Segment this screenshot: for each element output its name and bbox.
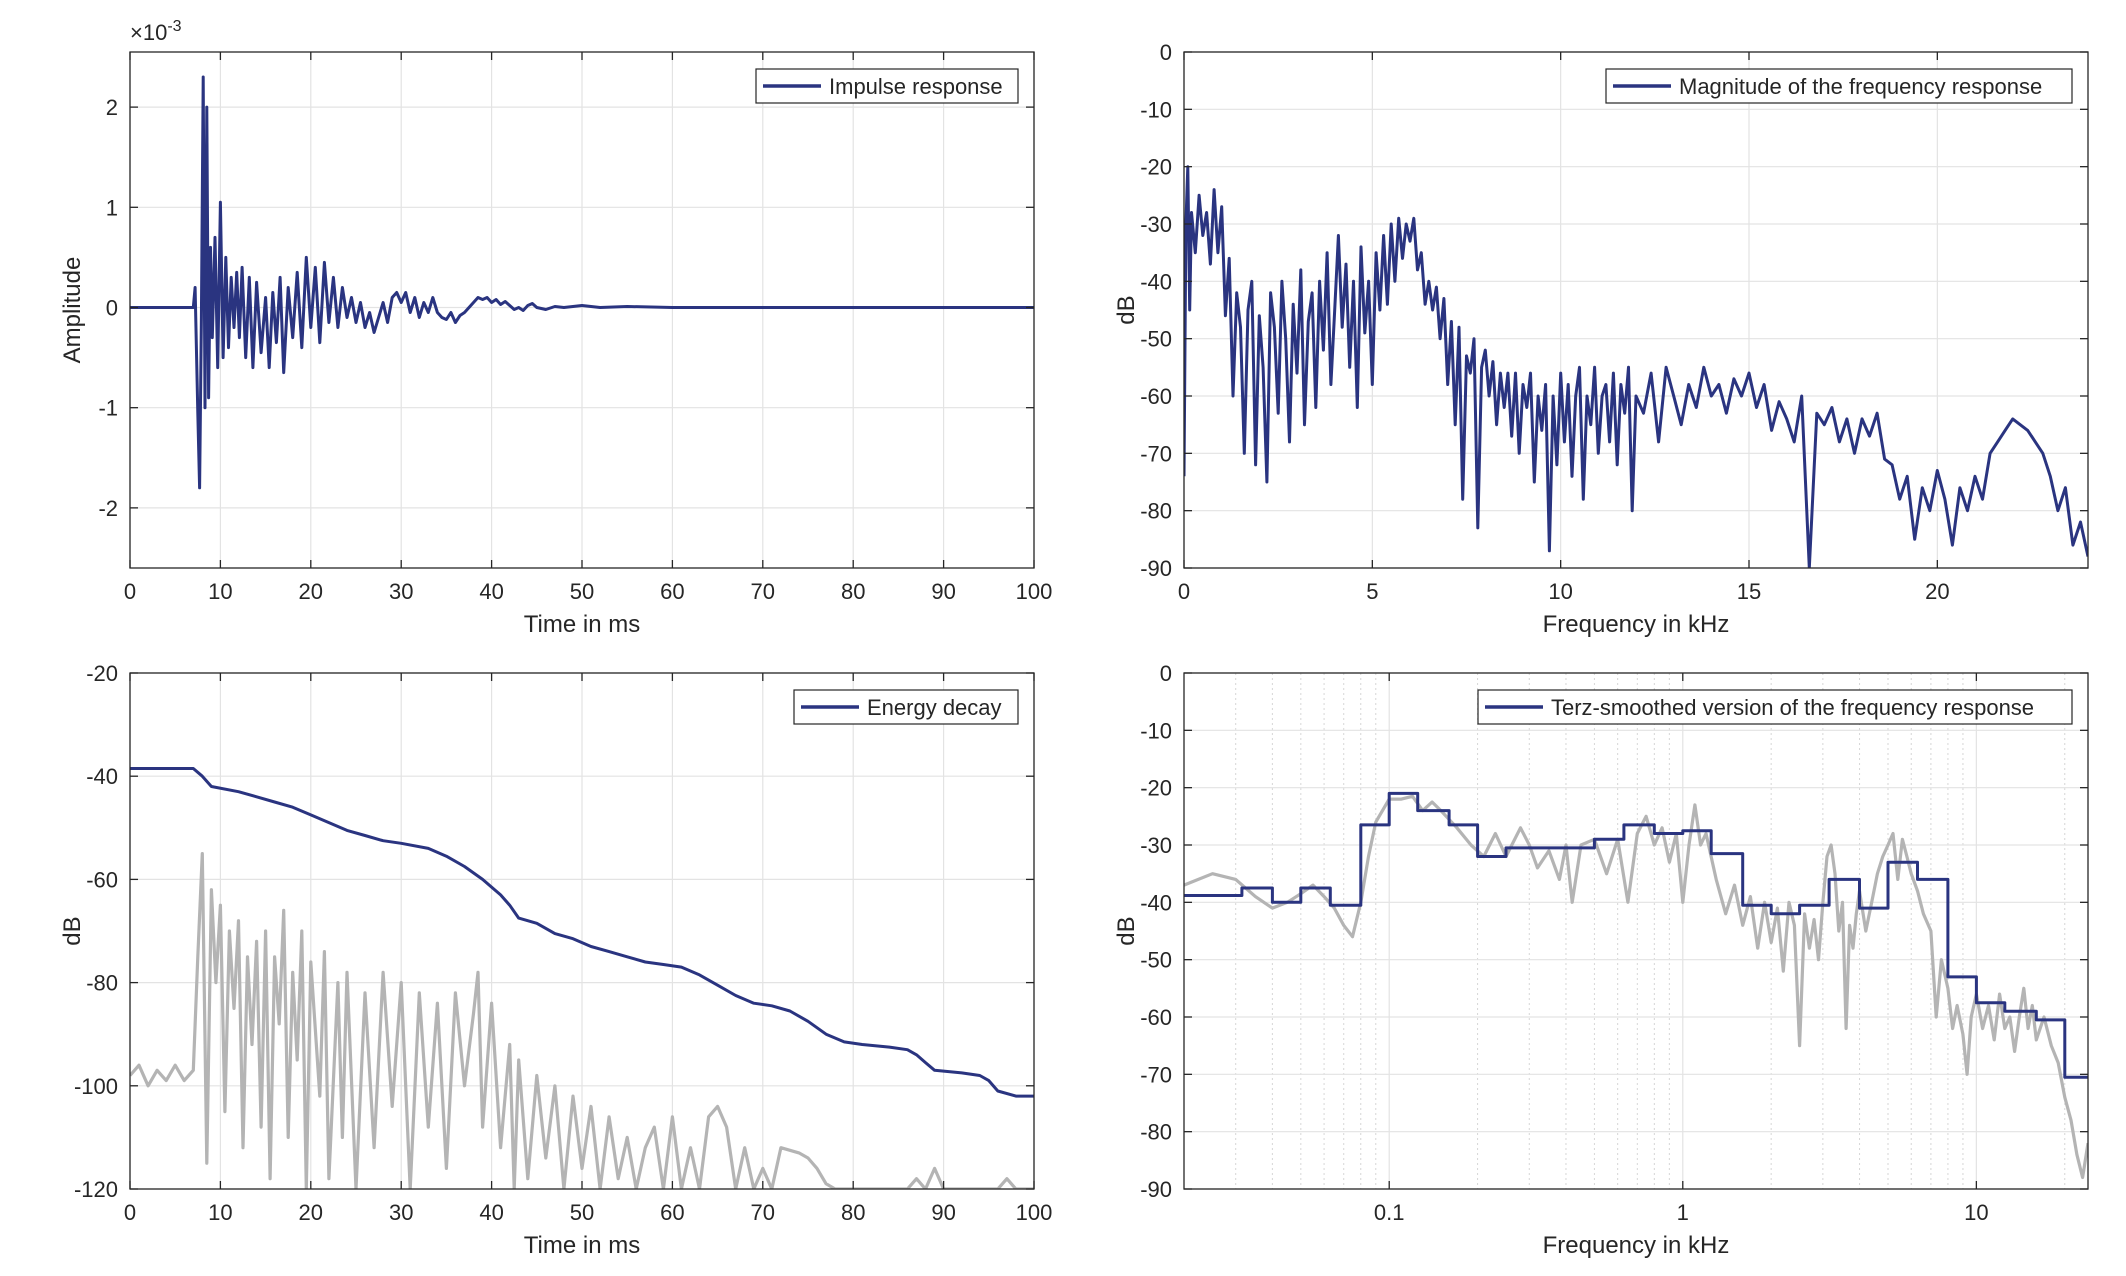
background-series-line-4 bbox=[1184, 794, 2088, 1180]
y-tick-label: 0 bbox=[1160, 40, 1172, 65]
x-tick-label: 40 bbox=[479, 579, 503, 604]
x-tick-label: 20 bbox=[299, 1200, 323, 1225]
x-tick-label: 10 bbox=[1548, 579, 1572, 604]
x-tick-label: 10 bbox=[208, 1200, 232, 1225]
chart-panel-3: 0 10 20 30 40 50 60 70 80 90 100 -20 -40 -60 -80 -100 -1… bbox=[59, 661, 1052, 1259]
x-tick-label: 10 bbox=[208, 579, 232, 604]
x-axis-label: Frequency in kHz bbox=[1543, 611, 1730, 638]
y-tick-label: 1 bbox=[106, 195, 118, 220]
y-tick-label: -2 bbox=[98, 496, 118, 521]
y-tick-label: -70 bbox=[1140, 1062, 1172, 1087]
x-tick-label: 20 bbox=[299, 579, 323, 604]
legend: Impulse response bbox=[755, 68, 1019, 104]
x-tick-label: 0 bbox=[1178, 579, 1190, 604]
legend-label: Impulse response bbox=[829, 74, 1003, 99]
chart-panel-1: 0 10 20 30 40 50 60 70 80 90 100 -2 -1 0 1 2 Time in ms A… bbox=[59, 18, 1052, 638]
y-tick-label: -50 bbox=[1140, 327, 1172, 352]
x-tick-label: 70 bbox=[751, 579, 775, 604]
y-tick-label: -100 bbox=[74, 1074, 118, 1099]
y-tick-label: -80 bbox=[86, 971, 118, 996]
y-tick-label: -40 bbox=[1140, 269, 1172, 294]
y-tick-label: -40 bbox=[86, 764, 118, 789]
legend: Magnitude of the frequency response bbox=[1605, 68, 2073, 104]
x-tick-label: 0.1 bbox=[1374, 1200, 1405, 1225]
x-tick-label: 15 bbox=[1737, 579, 1761, 604]
x-tick-label: 40 bbox=[479, 1200, 503, 1225]
x-tick-label: 100 bbox=[1016, 579, 1053, 604]
x-tick-label: 0 bbox=[124, 579, 136, 604]
y-tick-label: -70 bbox=[1140, 441, 1172, 466]
y-tick-label: 0 bbox=[106, 295, 118, 320]
x-tick-label: 50 bbox=[570, 579, 594, 604]
y-tick-label: 2 bbox=[106, 95, 118, 120]
legend-label: Energy decay bbox=[867, 695, 1002, 720]
y-tick-label: -10 bbox=[1140, 718, 1172, 743]
x-tick-label: 80 bbox=[841, 1200, 865, 1225]
exponent-power: -3 bbox=[167, 18, 181, 35]
x-tick-label: 90 bbox=[931, 579, 955, 604]
y-tick-label: -10 bbox=[1140, 97, 1172, 122]
series-line-3 bbox=[130, 767, 1034, 1098]
y-tick-label: -80 bbox=[1140, 1120, 1172, 1145]
y-tick-label: -80 bbox=[1140, 499, 1172, 524]
y-axis-label: dB bbox=[1113, 916, 1140, 945]
legend-label: Magnitude of the frequency response bbox=[1679, 74, 2042, 99]
legend: Energy decay bbox=[793, 689, 1019, 725]
series-line-4 bbox=[1184, 791, 2088, 1079]
exponent-label: ×10-3 bbox=[130, 18, 182, 45]
y-tick-label: -30 bbox=[1140, 212, 1172, 237]
x-tick-label: 100 bbox=[1016, 1200, 1053, 1225]
y-tick-label: 0 bbox=[1160, 661, 1172, 686]
chart-panel-2: 0 5 10 15 20 0 -10 -20 -30 -40 -50 -60 -70 -80 -90 Freq… bbox=[1113, 40, 2089, 638]
x-tick-label: 1 bbox=[1677, 1200, 1689, 1225]
y-tick-label: -40 bbox=[1140, 890, 1172, 915]
x-tick-label: 30 bbox=[389, 579, 413, 604]
x-tick-label: 20 bbox=[1925, 579, 1949, 604]
y-tick-label: -1 bbox=[98, 396, 118, 421]
x-tick-label: 80 bbox=[841, 579, 865, 604]
legend-box bbox=[1477, 689, 2073, 725]
y-tick-label: -20 bbox=[1140, 155, 1172, 180]
x-tick-label: 90 bbox=[931, 1200, 955, 1225]
series-line-2 bbox=[1184, 165, 2088, 568]
y-axis-label: Amplitude bbox=[59, 257, 86, 364]
plot-area bbox=[1184, 673, 2088, 1189]
y-tick-label: -60 bbox=[1140, 384, 1172, 409]
x-axis-label: Time in ms bbox=[524, 611, 640, 638]
x-tick-label: 50 bbox=[570, 1200, 594, 1225]
y-tick-label: -30 bbox=[1140, 833, 1172, 858]
background-series-line-3 bbox=[130, 852, 1034, 1189]
axes-box bbox=[1183, 51, 2089, 569]
y-tick-label: -60 bbox=[1140, 1005, 1172, 1030]
y-tick-label: -90 bbox=[1140, 1177, 1172, 1202]
legend: Terz-smoothed version of the frequency r… bbox=[1477, 689, 2073, 725]
axes-box bbox=[1183, 672, 2089, 1190]
x-tick-label: 30 bbox=[389, 1200, 413, 1225]
series-line-1 bbox=[130, 75, 1034, 490]
x-tick-label: 60 bbox=[660, 1200, 684, 1225]
legend-box bbox=[1605, 68, 2073, 104]
y-tick-label: -60 bbox=[86, 867, 118, 892]
x-tick-label: 0 bbox=[124, 1200, 136, 1225]
x-axis-label: Frequency in kHz bbox=[1543, 1232, 1730, 1259]
y-axis-label: dB bbox=[1113, 295, 1140, 324]
legend-label: Terz-smoothed version of the frequency r… bbox=[1551, 695, 2034, 720]
y-tick-label: -90 bbox=[1140, 556, 1172, 581]
y-tick-label: -20 bbox=[1140, 776, 1172, 801]
x-tick-label: 60 bbox=[660, 579, 684, 604]
y-tick-label: -120 bbox=[74, 1177, 118, 1202]
x-tick-label: 5 bbox=[1366, 579, 1378, 604]
x-axis-label: Time in ms bbox=[524, 1232, 640, 1259]
y-tick-label: -50 bbox=[1140, 948, 1172, 973]
x-tick-label: 70 bbox=[751, 1200, 775, 1225]
y-tick-label: -20 bbox=[86, 661, 118, 686]
y-axis-label: dB bbox=[59, 916, 86, 945]
chart-panel-4: 0.1 1 10 0 -10 -20 -30 -40 -50 -60 -70 -80 -90 Freque… bbox=[1113, 661, 2089, 1259]
x-tick-label: 10 bbox=[1964, 1200, 1988, 1225]
